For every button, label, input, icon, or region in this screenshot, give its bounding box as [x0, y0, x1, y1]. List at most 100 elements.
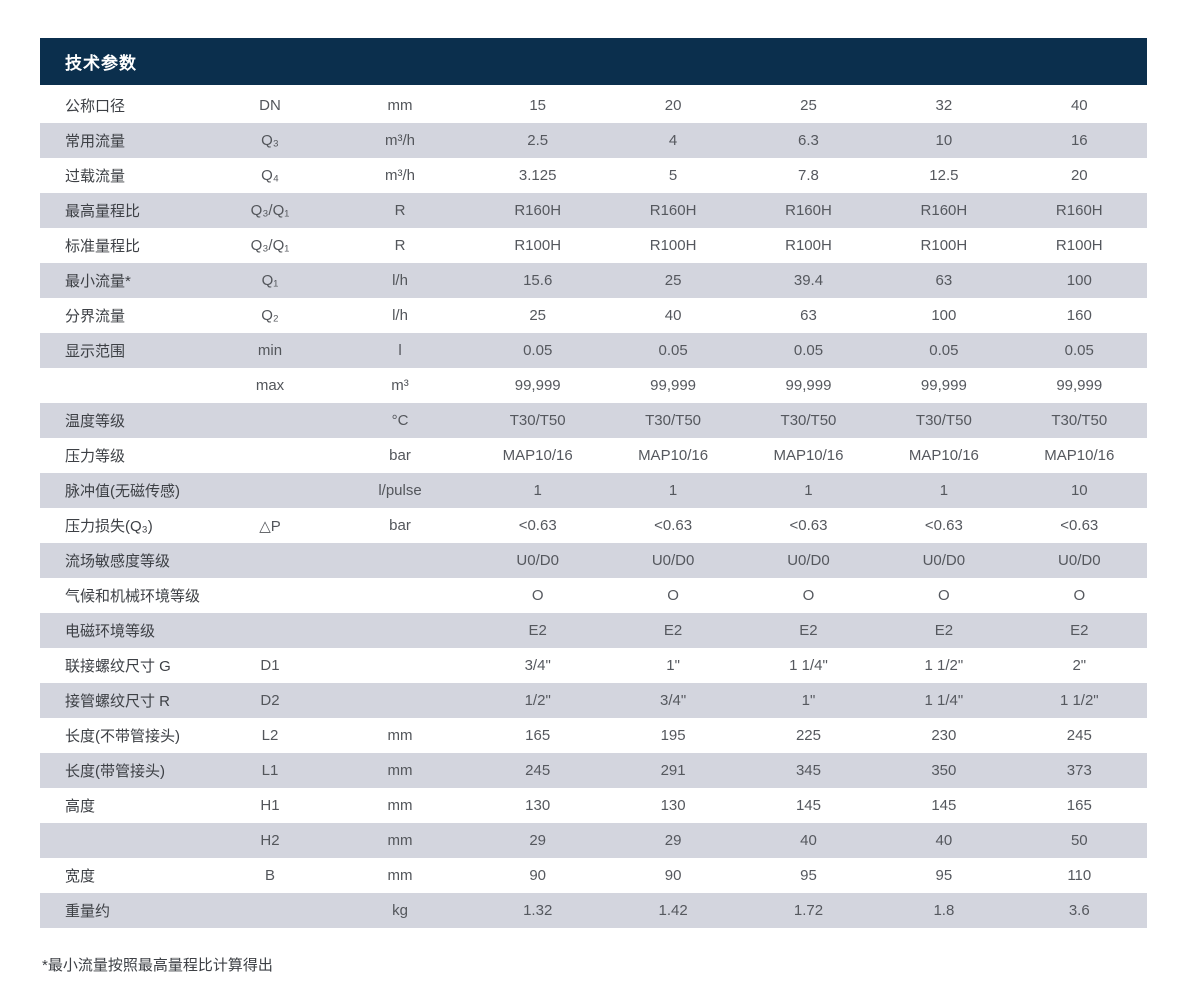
row-unit: R	[394, 202, 406, 219]
row-symbol: D1	[260, 657, 280, 674]
row-symbol: B	[264, 867, 275, 884]
table-row: 最高量程比 Q₃/Q₁ R R160H R160H R160H R160H R160H	[40, 193, 1147, 228]
value-cell: 1.72	[793, 902, 824, 919]
value-cell: R100H	[785, 237, 832, 254]
value-cell: 4	[668, 132, 678, 149]
value-cell: 110	[1067, 867, 1092, 884]
table-row: 流场敏感度等级 U0/D0 U0/D0 U0/D0 U0/D0 U0/D0	[40, 543, 1147, 578]
value-cell: 0.05	[929, 342, 959, 359]
value-cell: MAP10/16	[1044, 447, 1115, 464]
value-cell: 245	[525, 762, 551, 779]
table-row: 长度(带管接头) L1 mm 245 291 345 350 373	[40, 753, 1147, 788]
value-cell: 99,999	[785, 377, 832, 394]
value-cell: T30/T50	[1051, 412, 1108, 429]
row-unit: mm	[387, 762, 413, 779]
value-cell: U0/D0	[1058, 552, 1101, 569]
row-unit: kg	[392, 902, 408, 919]
value-cell: R160H	[920, 202, 968, 219]
row-unit: l/h	[392, 307, 408, 324]
row-label: 压力等级	[65, 448, 126, 465]
spec-table-body: 公称口径 DN mm 15 20 25 32 40 常用流量 Q₃ m³/h 2.5 4 6.3 10 16 过…	[40, 88, 1147, 928]
row-symbol	[210, 473, 330, 508]
value-cell: 0.05	[1064, 342, 1094, 359]
value-cell: 90	[529, 867, 547, 884]
value-cell: O	[531, 587, 544, 604]
row-label: 联接螺纹尺寸 G	[65, 658, 171, 675]
value-cell: E2	[663, 622, 683, 639]
value-cell: R100H	[1055, 237, 1103, 254]
value-cell: R160H	[1055, 202, 1103, 219]
value-cell: 39.4	[793, 272, 824, 289]
value-cell: 40	[1070, 97, 1088, 114]
row-symbol: Q₁	[261, 272, 279, 289]
value-cell: 40	[664, 307, 682, 324]
value-cell: R160H	[514, 202, 562, 219]
value-cell: 20	[1070, 167, 1088, 184]
table-row: 电磁环境等级 E2 E2 E2 E2 E2	[40, 613, 1147, 648]
value-cell: 195	[660, 727, 686, 744]
row-label: 温度等级	[65, 413, 126, 430]
row-unit: l/h	[392, 272, 408, 289]
row-label: 标准量程比	[65, 238, 141, 255]
row-label: 压力损失(Q₃)	[65, 518, 153, 535]
row-label: 常用流量	[65, 133, 126, 150]
table-row: 高度 H1 mm 130 130 145 145 165	[40, 788, 1147, 823]
value-cell: E2	[799, 622, 818, 639]
value-cell: 0.05	[658, 342, 688, 359]
value-cell: 3/4"	[524, 657, 551, 674]
spec-section: 技术参数 公称口径 DN mm 15 20 25 32 40 常用流量 Q₃ m³/h 2.5 4 6.3…	[40, 38, 1147, 975]
value-cell: 6.3	[798, 132, 819, 149]
value-cell: 1/2"	[524, 692, 551, 709]
value-cell: 99,999	[650, 377, 697, 394]
value-cell: 50	[1070, 832, 1088, 849]
row-label: 高度	[65, 798, 96, 815]
value-cell: 1 1/2"	[1059, 692, 1099, 709]
value-cell: U0/D0	[787, 552, 830, 569]
row-symbol: Q₂	[261, 307, 279, 324]
table-row: 联接螺纹尺寸 G D1 3/4" 1" 1 1/4" 1 1/2" 2"	[40, 648, 1147, 683]
row-symbol	[210, 438, 330, 473]
row-symbol: Q₃	[261, 132, 279, 149]
row-unit: m³/h	[385, 167, 415, 184]
table-row: 标准量程比 Q₃/Q₁ R R100H R100H R100H R100H R100H	[40, 228, 1147, 263]
footnote: *最小流量按照最高量程比计算得出	[42, 957, 273, 974]
table-row: 长度(不带管接头) L2 mm 165 195 225 230 245	[40, 718, 1147, 753]
value-cell: 40	[800, 832, 817, 849]
value-cell: 1	[533, 482, 542, 499]
value-cell: 7.8	[798, 167, 819, 184]
row-symbol: L1	[261, 762, 279, 779]
value-cell: T30/T50	[645, 412, 702, 429]
value-cell: 0.05	[793, 342, 824, 359]
table-row: 脉冲值(无磁传感) l/pulse 1 1 1 1 10	[40, 473, 1147, 508]
value-cell: <0.63	[789, 517, 828, 534]
row-symbol	[210, 893, 330, 928]
value-cell: 3.6	[1068, 902, 1090, 919]
row-label	[40, 823, 210, 858]
row-unit: °C	[391, 412, 409, 429]
row-symbol: min	[257, 342, 283, 359]
value-cell: U0/D0	[516, 552, 559, 569]
value-cell: R100H	[649, 237, 697, 254]
value-cell: 100	[1066, 272, 1092, 289]
row-label: 宽度	[65, 868, 96, 885]
value-cell: 1.32	[523, 902, 553, 919]
value-cell: O	[938, 587, 950, 604]
value-cell: 145	[795, 797, 821, 814]
value-cell: 1"	[666, 657, 680, 674]
value-cell: 32	[935, 97, 953, 114]
value-cell: 20	[664, 97, 682, 114]
row-label: 公称口径	[65, 98, 126, 115]
row-symbol: DN	[259, 97, 281, 114]
row-label: 显示范围	[65, 343, 126, 360]
value-cell: U0/D0	[922, 552, 966, 569]
row-label: 最高量程比	[65, 203, 141, 220]
row-symbol: D2	[260, 692, 280, 709]
value-cell: O	[667, 587, 679, 604]
row-unit: bar	[389, 447, 411, 464]
value-cell: R160H	[649, 202, 697, 219]
value-cell: 1.8	[933, 902, 955, 919]
row-unit: m³	[391, 377, 409, 394]
row-label: 过载流量	[65, 168, 126, 185]
